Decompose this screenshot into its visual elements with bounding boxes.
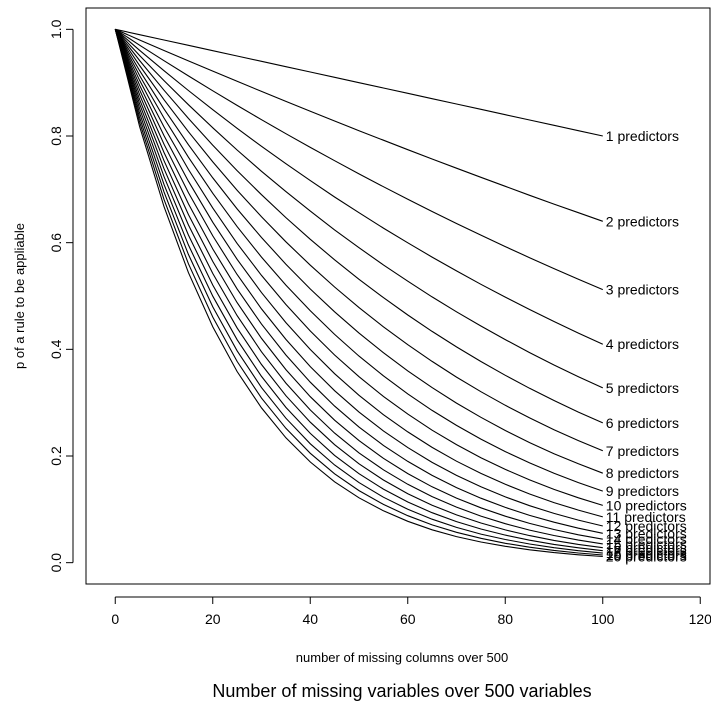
y-tick-label: 0.0 xyxy=(48,553,64,573)
series-line-14 xyxy=(114,29,603,540)
series-line-9 xyxy=(114,29,603,492)
series-line-15 xyxy=(114,29,603,545)
figure-caption: Number of missing variables over 500 var… xyxy=(212,681,591,701)
x-tick-label: 20 xyxy=(205,611,221,627)
series-label-1: 1 predictors xyxy=(606,128,679,144)
x-axis: 0 20 40 60 80 100 120 xyxy=(111,596,711,627)
series-label-9: 9 predictors xyxy=(606,483,679,499)
x-tick-label: 120 xyxy=(689,611,711,627)
x-tick-label: 60 xyxy=(400,611,416,627)
series-label-12: 12 predictors xyxy=(606,518,687,534)
series-labels: 1 predictors 2 predictors 3 predictors 4 pr… xyxy=(606,128,687,565)
series-line-7 xyxy=(114,28,604,452)
y-tick-label: 0.6 xyxy=(48,233,64,253)
series-label-15: 15 predictors xyxy=(606,536,687,552)
series-line-10 xyxy=(114,29,603,506)
series-label-19: 19 predictors xyxy=(606,547,687,563)
series-line-11 xyxy=(114,29,603,518)
series-label-5: 5 predictors xyxy=(606,380,679,396)
series-line-12 xyxy=(114,29,603,527)
series-label-2: 2 predictors xyxy=(606,213,679,229)
x-tick-label: 0 xyxy=(111,611,119,627)
series-line-16 xyxy=(114,29,603,549)
y-tick-label: 0.4 xyxy=(48,339,64,359)
y-axis: 0.0 0.2 0.4 0.6 0.8 1.0 xyxy=(48,19,74,573)
plot-frame xyxy=(85,7,711,585)
y-tick-label: 0.2 xyxy=(48,446,64,466)
x-tick-label: 40 xyxy=(302,611,318,627)
series-line-4 xyxy=(114,28,604,345)
y-tick-label: 1.0 xyxy=(48,19,64,39)
series-label-16: 16 predictors xyxy=(606,540,687,556)
series-line-20 xyxy=(114,29,603,558)
series-label-4: 4 predictors xyxy=(606,336,679,352)
series-line-5 xyxy=(114,28,604,389)
y-axis-title: p of a rule to be appliable xyxy=(12,223,27,369)
series-label-3: 3 predictors xyxy=(606,282,679,298)
series-label-17: 17 predictors xyxy=(606,543,687,559)
series-line-8 xyxy=(114,29,603,474)
series-line-1 xyxy=(115,28,603,137)
series-line-2 xyxy=(115,28,603,222)
series-line-6 xyxy=(114,28,604,424)
x-tick-label: 80 xyxy=(497,611,513,627)
x-tick-label: 100 xyxy=(591,611,615,627)
series-label-7: 7 predictors xyxy=(606,443,679,459)
series-label-10: 10 predictors xyxy=(606,497,687,513)
series-label-11: 11 predictors xyxy=(606,509,686,525)
series-label-18: 18 predictors xyxy=(606,545,687,561)
series-line-3 xyxy=(114,28,604,291)
series-label-14: 14 predictors xyxy=(606,531,687,547)
series-line-18 xyxy=(114,29,603,554)
series-label-6: 6 predictors xyxy=(606,415,679,431)
series-lines xyxy=(114,28,604,558)
series-line-13 xyxy=(114,29,603,534)
series-line-17 xyxy=(114,29,603,552)
series-label-20: 20 predictors xyxy=(606,549,687,565)
y-tick-label: 0.8 xyxy=(48,126,64,146)
series-line-19 xyxy=(114,29,603,556)
x-axis-title: number of missing columns over 500 xyxy=(296,650,508,665)
series-label-8: 8 predictors xyxy=(606,465,679,481)
series-label-13: 13 predictors xyxy=(606,525,687,541)
